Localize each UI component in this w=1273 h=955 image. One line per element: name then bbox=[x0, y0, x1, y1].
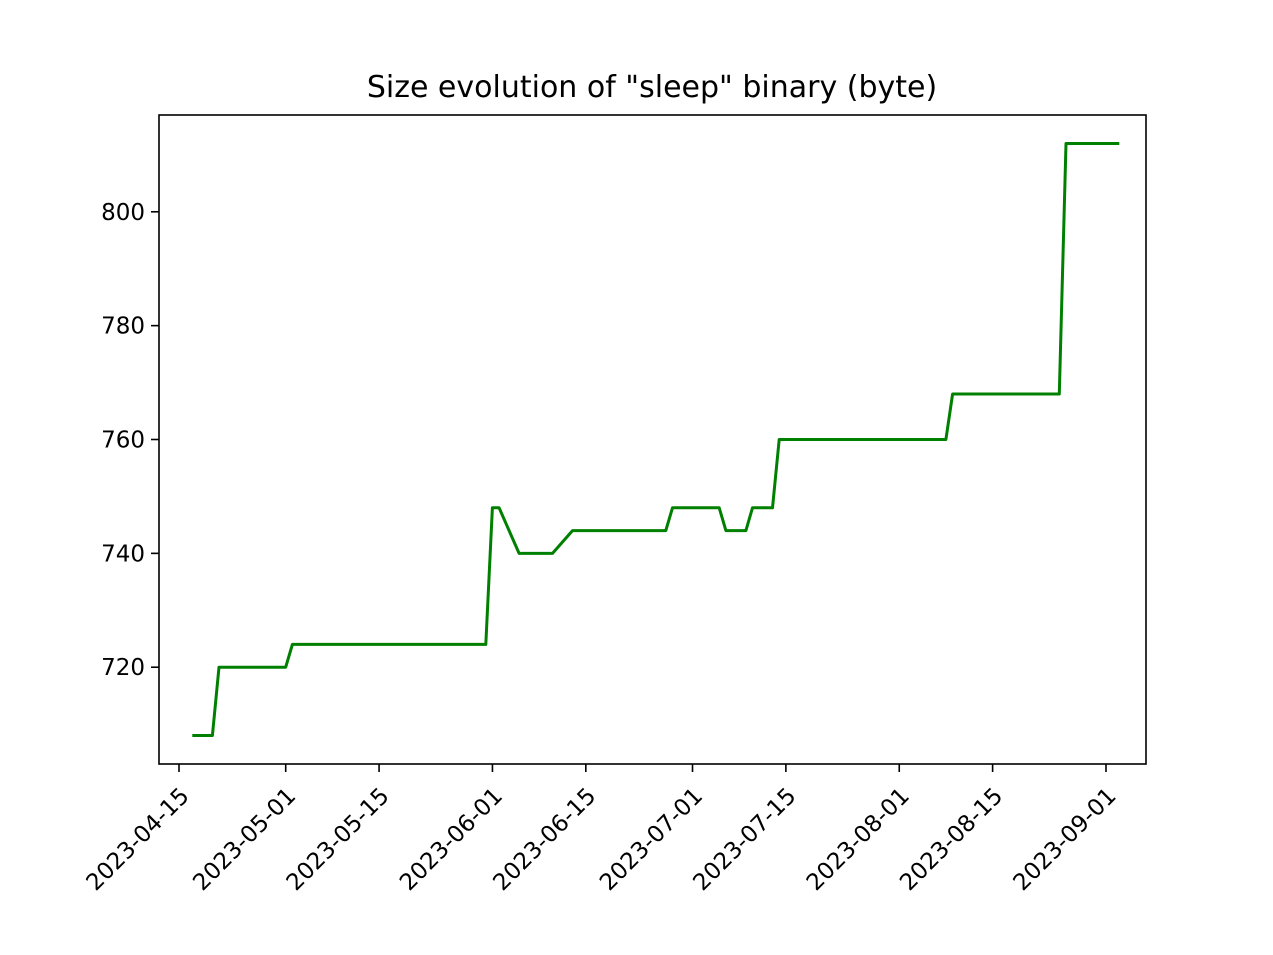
y-tick-label: 740 bbox=[101, 541, 145, 567]
series-layer bbox=[192, 142, 1120, 737]
y-tick-label: 760 bbox=[101, 428, 145, 454]
y-axis: 720 740 760 780 800 bbox=[101, 200, 159, 681]
series-line-1 bbox=[192, 142, 1120, 737]
plot-area-frame bbox=[158, 114, 1147, 765]
y-tick-label: 780 bbox=[101, 314, 145, 340]
y-tick-label: 720 bbox=[101, 655, 145, 681]
y-tick-label: 800 bbox=[101, 200, 145, 226]
chart-title: Size evolution of "sleep" binary (byte) bbox=[367, 70, 937, 105]
